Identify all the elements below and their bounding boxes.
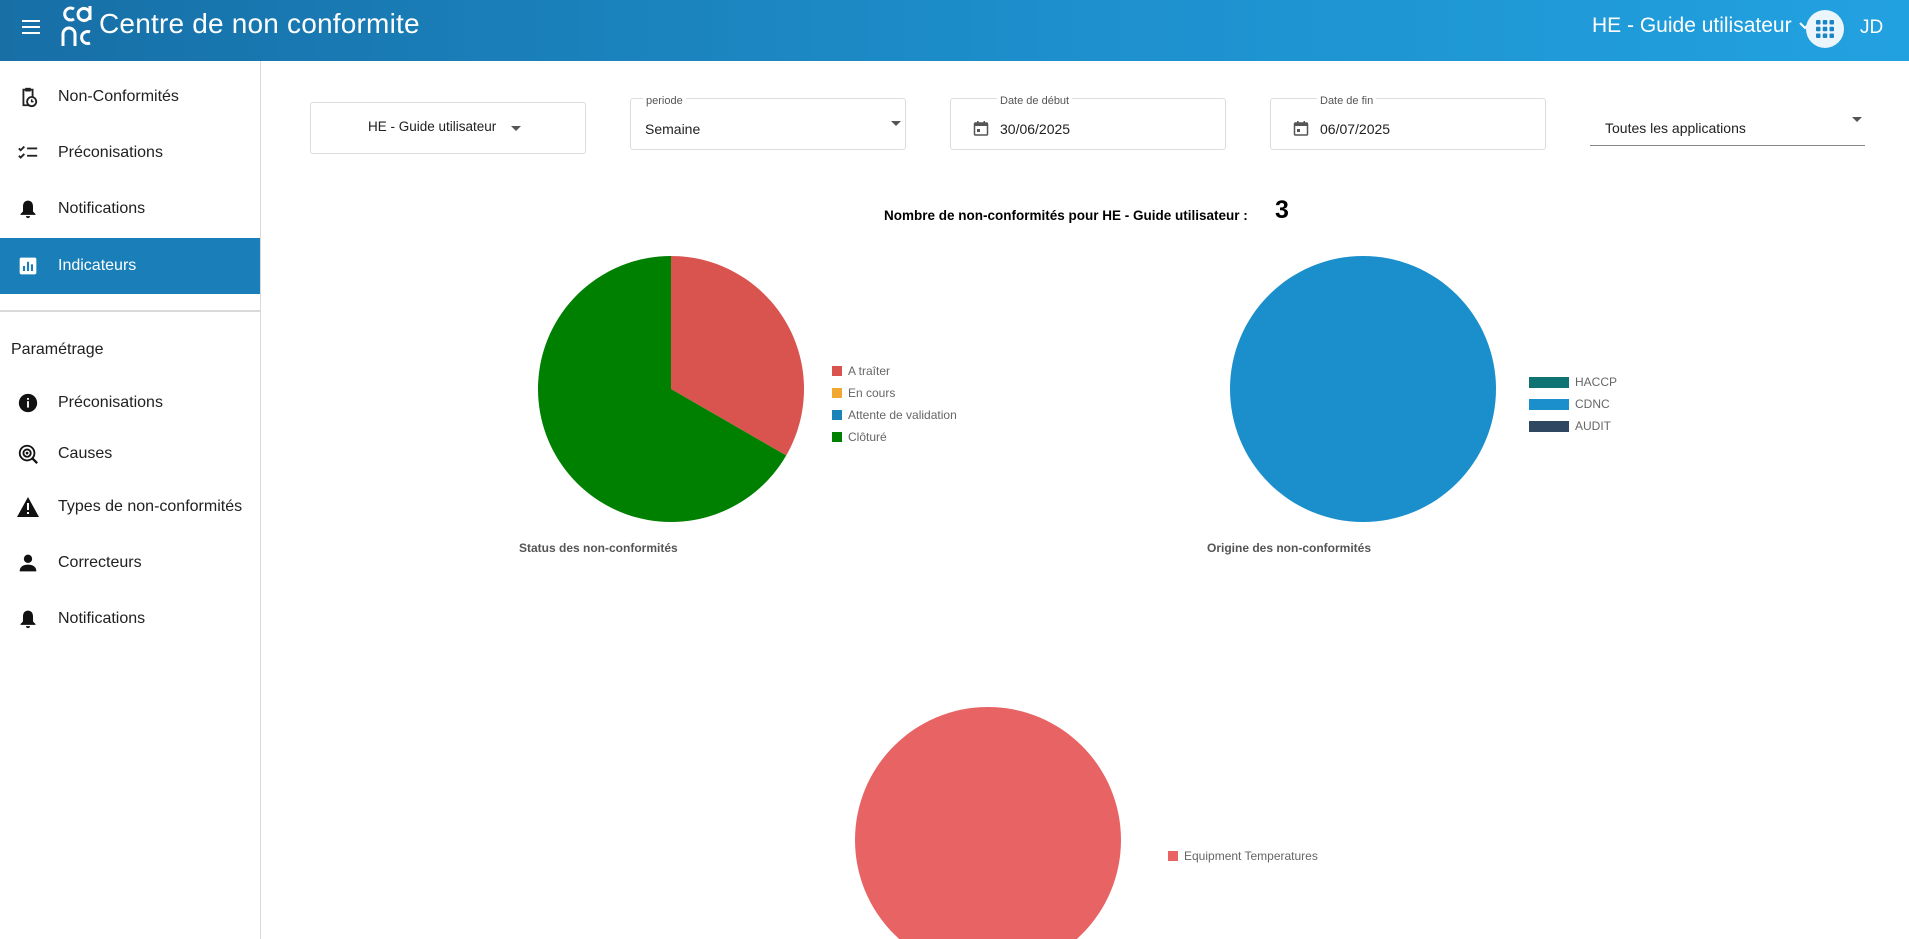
warning-icon xyxy=(16,495,40,519)
sidebar-item-label: Causes xyxy=(58,445,113,462)
target-icon xyxy=(16,442,40,466)
caret-down-icon xyxy=(891,121,901,126)
nonconformity-count-value: 3 xyxy=(1275,196,1289,224)
checklist-icon xyxy=(16,141,40,165)
pie-slice-a-tra-ter[interactable] xyxy=(671,256,804,456)
sidebar-item-label: Préconisations xyxy=(58,394,163,411)
sidebar-item-label: Non-Conformités xyxy=(58,88,179,105)
legend-label: HACCP xyxy=(1575,375,1618,389)
calendar-icon[interactable] xyxy=(973,120,989,136)
app-logo-icon xyxy=(61,6,92,46)
sidebar-item-indicateurs[interactable]: Indicateurs xyxy=(0,238,260,294)
sidebar-item-label: Types de non-conformités xyxy=(58,498,243,515)
legend-label: CDNC xyxy=(1575,397,1610,411)
sidebar-item-notifications[interactable]: Notifications xyxy=(0,181,260,237)
sidebar-item-label: Notifications xyxy=(58,200,146,217)
legend-swatch xyxy=(832,388,842,398)
person-icon xyxy=(16,551,40,575)
sidebar-item-label: Indicateurs xyxy=(58,257,137,274)
site-selector[interactable]: HE - Guide utilisateur xyxy=(1592,14,1812,38)
sidebar-item-non-conformites[interactable]: Non-Conformités xyxy=(0,69,260,125)
caret-down-icon xyxy=(511,126,521,131)
legend-label: A traîter xyxy=(848,364,891,378)
sidebar-item-label: Notifications xyxy=(58,610,146,627)
user-avatar[interactable]: JD xyxy=(1860,17,1884,38)
settings-section-title: Paramétrage xyxy=(11,341,104,358)
site-filter-label: HE - Guide utilisateur xyxy=(368,119,497,134)
pie-slice-cdnc[interactable] xyxy=(1230,256,1496,522)
sidebar-item-settings-notifications[interactable]: Notifications xyxy=(0,591,260,647)
bell-icon xyxy=(16,197,40,221)
legend-item[interactable]: AUDIT xyxy=(1529,415,1617,437)
periode-select[interactable]: periode Semaine xyxy=(630,95,906,150)
origin-chart-title: Origine des non-conformités xyxy=(1207,541,1372,555)
pie-slice-equipment-temperatures[interactable] xyxy=(855,707,1121,939)
hamburger-menu-icon[interactable] xyxy=(20,17,42,37)
legend-label: En cours xyxy=(848,386,896,400)
legend-item[interactable]: CDNC xyxy=(1529,393,1617,415)
clipboard-clock-icon xyxy=(16,85,40,109)
sidebar-divider xyxy=(0,310,260,312)
legend-swatch xyxy=(1529,420,1569,432)
type-chart-legend: Equipment Temperatures xyxy=(1168,845,1318,867)
date-fin-value: 06/07/2025 xyxy=(1320,121,1391,137)
legend-swatch xyxy=(832,366,842,376)
app-title: Centre de non conformite xyxy=(99,8,420,39)
applications-value: Toutes les applications xyxy=(1605,120,1746,136)
periode-label: periode xyxy=(643,95,686,107)
legend-swatch xyxy=(832,410,842,420)
calendar-icon[interactable] xyxy=(1293,120,1309,136)
legend-item[interactable]: Clôturé xyxy=(832,426,957,448)
site-selector-label: HE - Guide utilisateur xyxy=(1592,14,1792,37)
legend-label: Equipment Temperatures xyxy=(1184,849,1318,863)
nonconformity-count-label: Nombre de non-conformités pour HE - Guid… xyxy=(884,208,1248,223)
legend-swatch xyxy=(1529,398,1569,410)
date-debut-value: 30/06/2025 xyxy=(1000,121,1071,137)
status-chart-title: Status des non-conformités xyxy=(519,541,678,555)
legend-swatch xyxy=(1529,376,1569,388)
sidebar-item-label: Préconisations xyxy=(58,144,163,161)
legend-label: Attente de validation xyxy=(848,408,957,422)
top-app-bar: Centre de non conformite HE - Guide util… xyxy=(0,0,1909,61)
date-debut-field[interactable]: Date de début 30/06/2025 xyxy=(950,95,1226,150)
caret-down-icon xyxy=(1852,117,1862,122)
sidebar-item-causes[interactable]: Causes xyxy=(0,426,260,482)
legend-item[interactable]: En cours xyxy=(832,382,957,404)
sidebar-item-settings-preconisations[interactable]: Préconisations xyxy=(0,375,260,431)
info-icon xyxy=(16,391,40,415)
date-fin-field[interactable]: Date de fin 06/07/2025 xyxy=(1270,95,1546,150)
legend-item[interactable]: Attente de validation xyxy=(832,404,957,426)
periode-value: Semaine xyxy=(645,121,701,137)
legend-swatch xyxy=(1168,851,1178,861)
sidebar-item-types-non-conformites[interactable]: Types de non-conformités xyxy=(0,479,260,535)
legend-item[interactable]: HACCP xyxy=(1529,371,1617,393)
applications-select[interactable]: Toutes les applications xyxy=(1590,108,1865,146)
legend-item[interactable]: Equipment Temperatures xyxy=(1168,845,1318,867)
sidebar-item-preconisations[interactable]: Préconisations xyxy=(0,125,260,181)
legend-label: Clôturé xyxy=(848,430,887,444)
date-debut-label: Date de début xyxy=(997,95,1073,107)
sidebar: Non-Conformités Préconisations Notificat… xyxy=(0,61,261,939)
status-chart-legend: A traîter En cours Attente de validation… xyxy=(832,360,957,448)
bar-chart-icon xyxy=(16,254,40,278)
pie-slice-cl-tur-[interactable] xyxy=(537,256,787,522)
apps-grid-icon xyxy=(1816,20,1834,38)
bell-icon xyxy=(16,607,40,631)
site-filter-button[interactable]: HE - Guide utilisateur xyxy=(310,102,586,154)
apps-grid-button[interactable] xyxy=(1806,10,1844,48)
origin-chart-legend: HACCP CDNC AUDIT xyxy=(1529,371,1617,437)
sidebar-item-correcteurs[interactable]: Correcteurs xyxy=(0,535,260,591)
legend-swatch xyxy=(832,432,842,442)
date-fin-label: Date de fin xyxy=(1317,95,1377,107)
legend-item[interactable]: A traîter xyxy=(832,360,957,382)
legend-label: AUDIT xyxy=(1575,419,1611,433)
sidebar-item-label: Correcteurs xyxy=(58,554,142,571)
